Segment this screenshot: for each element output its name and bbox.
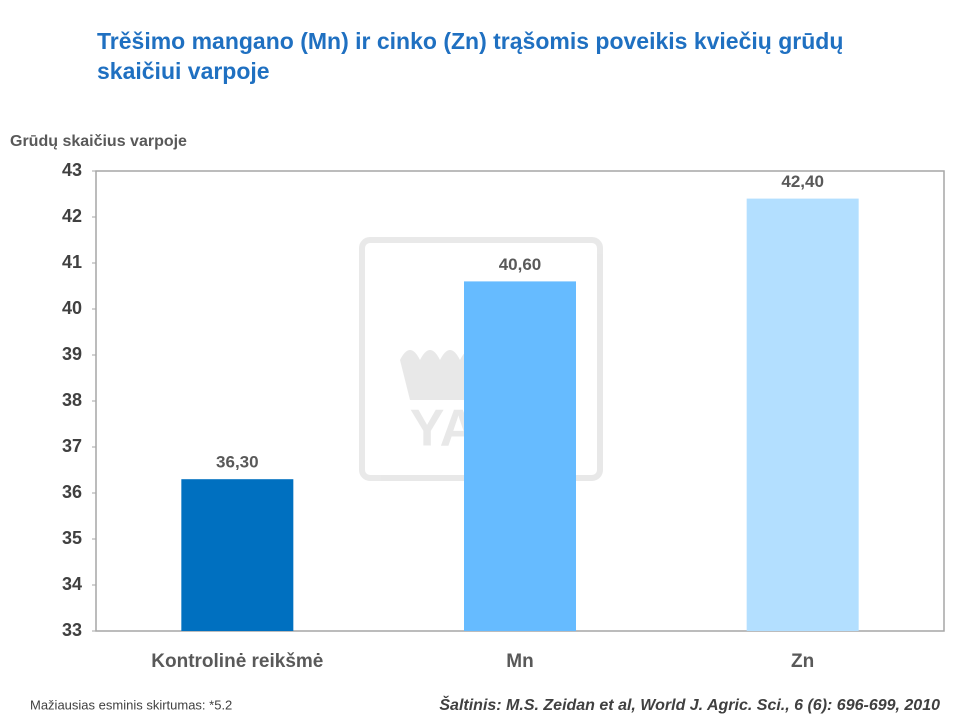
chart-title: Trěšimo mangano (Mn) ir cinko (Zn) trąšo… (97, 28, 844, 84)
y-tick-label: 33 (62, 620, 82, 640)
bar (181, 479, 294, 631)
value-label: 42,40 (781, 172, 824, 191)
x-tick-label: Mn (506, 651, 533, 672)
footnote: Mažiausias esminis skirtumas: *5.2 (30, 697, 232, 712)
value-label: 40,60 (499, 255, 542, 274)
y-tick-label: 34 (62, 574, 82, 594)
y-tick-label: 41 (62, 252, 82, 272)
bar (746, 198, 859, 631)
y-tick-label: 40 (62, 298, 82, 318)
y-tick-label: 39 (62, 344, 82, 364)
bar (464, 281, 576, 631)
source: Šaltinis: M.S. Zeidan et al, World J. Ag… (439, 695, 940, 714)
y-axis-label: Grūdų skaičius varpoje (10, 133, 187, 150)
value-label: 36,30 (216, 453, 259, 472)
y-tick-label: 37 (62, 436, 82, 456)
y-tick-label: 42 (62, 206, 82, 226)
y-tick-label: 38 (62, 390, 82, 410)
x-tick-label: Kontrolinė reikšmė (151, 651, 323, 672)
y-tick-label: 36 (62, 482, 82, 502)
y-tick-label: 43 (62, 160, 82, 180)
x-tick-label: Zn (791, 651, 814, 672)
y-tick-label: 35 (62, 528, 82, 548)
